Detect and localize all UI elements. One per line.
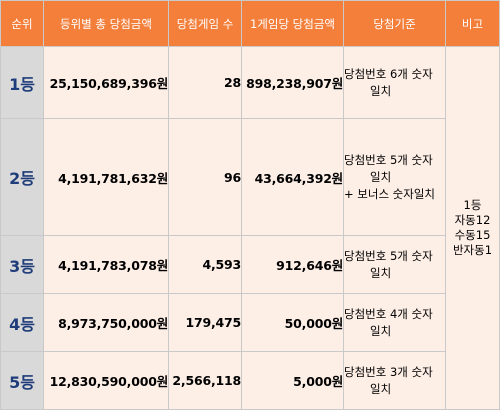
winning-games-cell: 28: [168, 46, 242, 119]
prize-per-game-cell: 912,646원: [241, 235, 344, 294]
criteria-cell: 당첨번호 6개 숫자 일치: [343, 46, 446, 119]
criteria-cell: 당첨번호 4개 숫자 일치: [343, 293, 446, 352]
prize-per-game-cell: 5,000원: [241, 351, 344, 410]
winning-games-cell: 96: [168, 118, 242, 236]
rank-cell: 3등: [0, 235, 44, 294]
rank-cell: 1등: [0, 46, 44, 119]
total-prize-cell: 8,973,750,000원: [43, 293, 169, 352]
winning-games-cell: 2,566,118: [168, 351, 242, 410]
note-line: 1등: [463, 198, 482, 212]
rank-cell: 4등: [0, 293, 44, 352]
criteria-line: 당첨번호 5개 숫자: [344, 152, 433, 167]
header-rank: 순위: [0, 0, 44, 47]
note-line: 반자동1: [452, 243, 493, 257]
total-prize-cell: 4,191,783,078원: [43, 235, 169, 294]
table-row: 3등 4,191,783,078원 4,593 912,646원 당첨번호 5개…: [0, 235, 500, 294]
header-prize-per-game: 1게임당 당첨금액: [241, 0, 344, 47]
header-total-prize: 등위별 총 당첨금액: [43, 0, 169, 47]
table-row: 4등 8,973,750,000원 179,475 50,000원 당첨번호 4…: [0, 293, 500, 352]
winning-games-cell: 179,475: [168, 293, 242, 352]
criteria-line: 일치: [370, 83, 392, 98]
criteria-cell: 당첨번호 5개 숫자 일치: [343, 235, 446, 294]
header-row: 순위 등위별 총 당첨금액 당첨게임 수 1게임당 당첨금액 당첨기준 비고: [0, 0, 500, 47]
header-note: 비고: [445, 0, 500, 47]
criteria-line: 일치: [370, 169, 392, 184]
criteria-line: 일치: [370, 323, 392, 338]
criteria-line: 당첨번호 4개 숫자: [344, 306, 433, 321]
total-prize-cell: 25,150,689,396원: [43, 46, 169, 119]
criteria-cell: 당첨번호 3개 숫자 일치: [343, 351, 446, 410]
criteria-cell: 당첨번호 5개 숫자 일치 + 보너스 숫자일치: [343, 118, 446, 236]
note-line: 자동12: [454, 213, 491, 227]
total-prize-cell: 12,830,590,000원: [43, 351, 169, 410]
criteria-line: 당첨번호 3개 숫자: [344, 364, 433, 379]
header-winning-games: 당첨게임 수: [168, 0, 242, 47]
prize-per-game-cell: 43,664,392원: [241, 118, 344, 236]
prize-per-game-cell: 898,238,907원: [241, 46, 344, 119]
prize-per-game-cell: 50,000원: [241, 293, 344, 352]
header-criteria: 당첨기준: [343, 0, 446, 47]
winning-games-cell: 4,593: [168, 235, 242, 294]
table-row: 2등 4,191,781,632원 96 43,664,392원 당첨번호 5개…: [0, 118, 500, 236]
criteria-line: 당첨번호 5개 숫자: [344, 248, 433, 263]
table-row: 1등 25,150,689,396원 28 898,238,907원 당첨번호 …: [0, 46, 500, 410]
criteria-line: + 보너스 숫자일치: [344, 186, 436, 201]
rank-cell: 2등: [0, 118, 44, 236]
criteria-line: 일치: [370, 265, 392, 280]
criteria-line: 일치: [370, 381, 392, 396]
criteria-line: 당첨번호 6개 숫자: [344, 66, 433, 81]
rank-cell: 5등: [0, 351, 44, 410]
note-line: 수동15: [454, 228, 491, 242]
total-prize-cell: 4,191,781,632원: [43, 118, 169, 236]
table-row: 5등 12,830,590,000원 2,566,118 5,000원 당첨번호…: [0, 351, 500, 410]
note-cell: 1등 자동12 수동15 반자동1: [445, 46, 500, 410]
